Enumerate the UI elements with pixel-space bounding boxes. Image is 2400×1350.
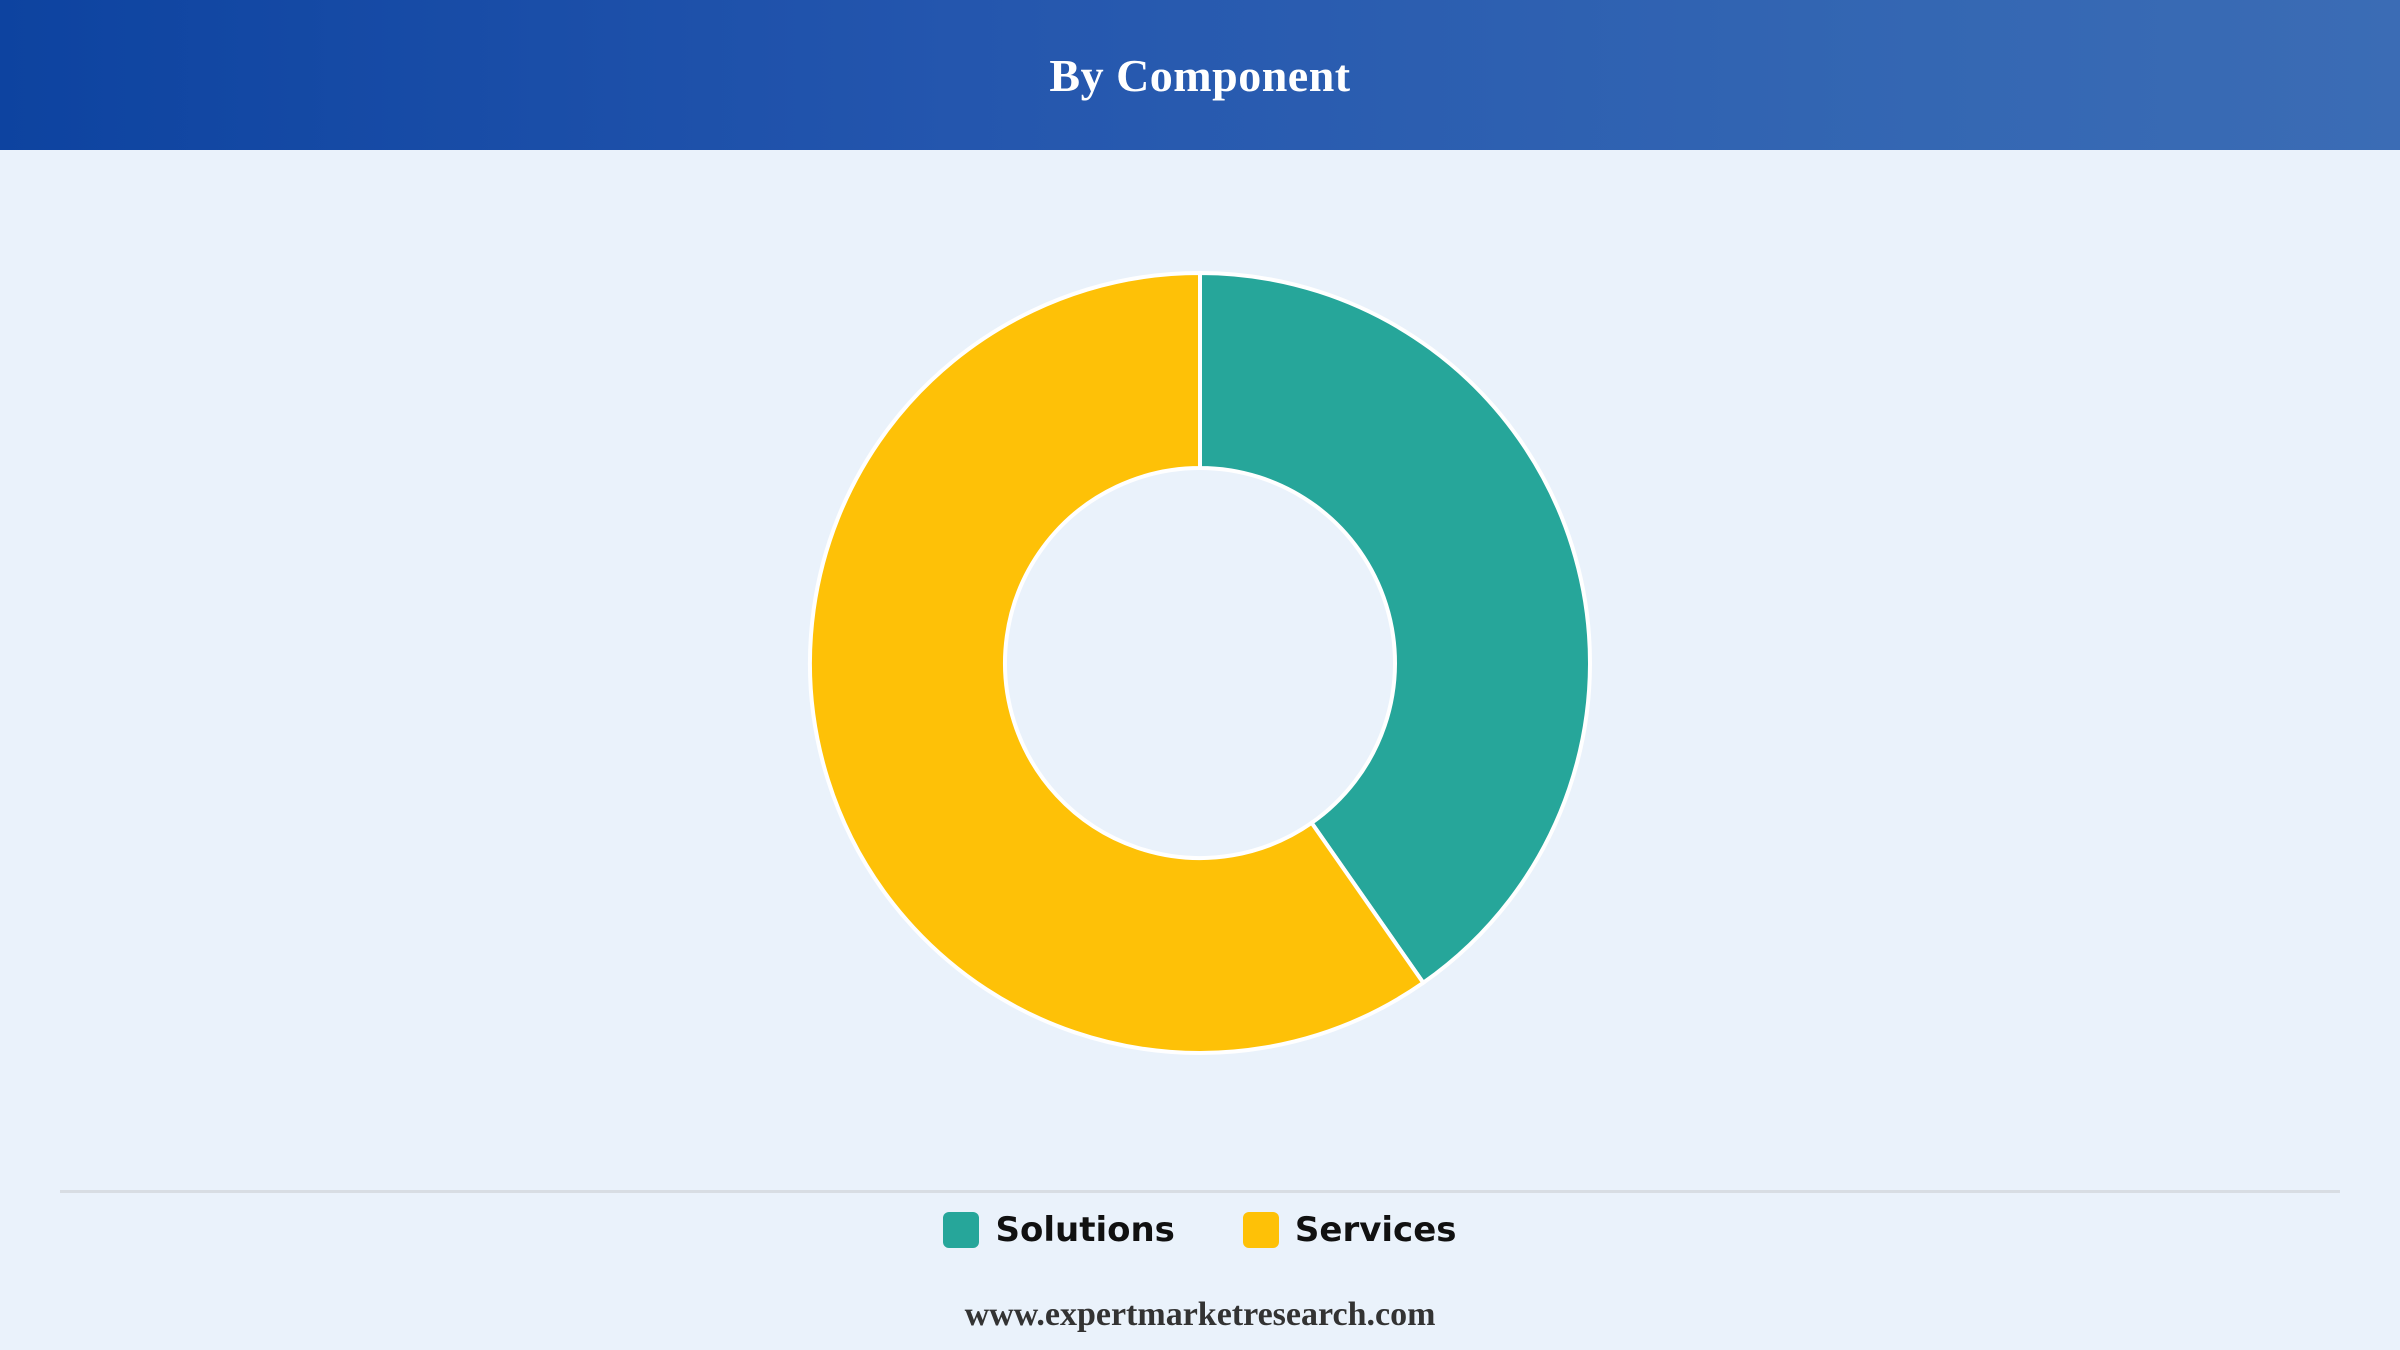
chart-area <box>0 150 2400 1190</box>
legend-item-solutions: Solutions <box>943 1210 1175 1250</box>
legend-swatch-solutions <box>943 1212 980 1248</box>
chart-title: By Component <box>1049 49 1351 101</box>
legend-swatch-services <box>1242 1212 1279 1248</box>
donut-chart <box>808 270 1592 1055</box>
donut-slice-services <box>808 270 1427 1055</box>
legend: Solutions Services <box>0 1205 2400 1255</box>
legend-item-services: Services <box>1242 1210 1457 1250</box>
legend-label-services: Services <box>1294 1210 1457 1250</box>
donut-slice-solutions <box>1198 270 1592 986</box>
legend-label-solutions: Solutions <box>995 1210 1175 1250</box>
header-banner: By Component <box>0 0 2400 150</box>
footer-url: www.expertmarketresearch.com <box>964 1296 1436 1333</box>
legend-divider <box>60 1190 2340 1193</box>
